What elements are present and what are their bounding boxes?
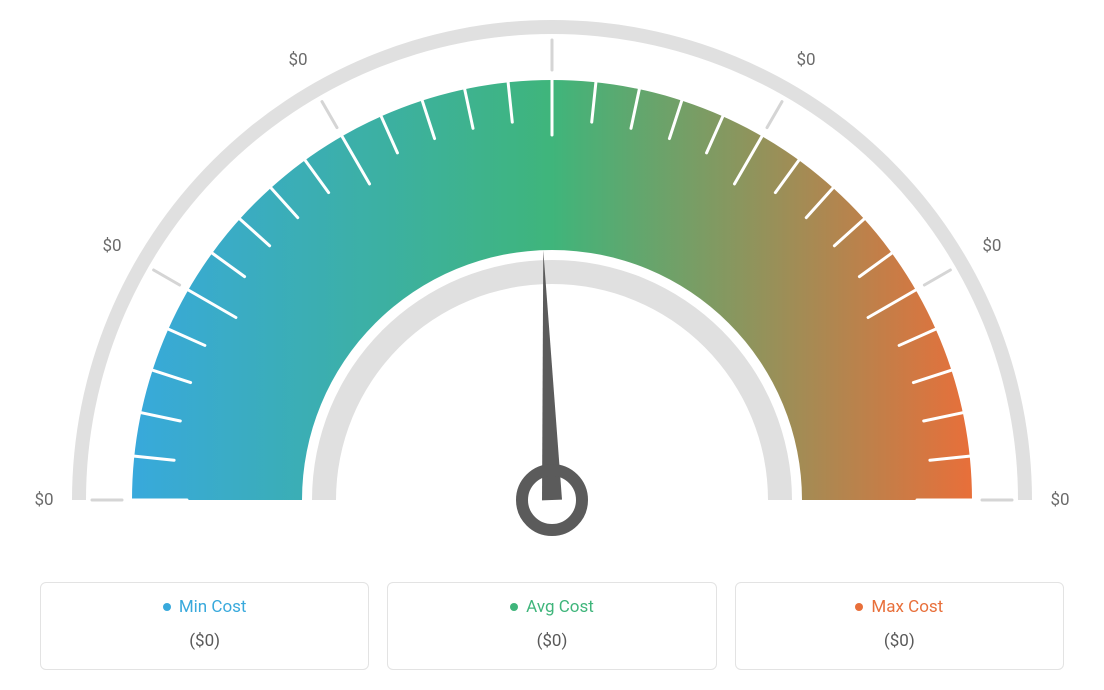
gauge-tick-label: $0 <box>34 490 53 510</box>
legend-card-avg: Avg Cost ($0) <box>387 582 716 670</box>
legend-card-min: Min Cost ($0) <box>40 582 369 670</box>
legend-card-max: Max Cost ($0) <box>735 582 1064 670</box>
gauge-tick-label: $0 <box>796 50 815 70</box>
legend-avg-label-row: Avg Cost <box>398 597 705 617</box>
legend-max-label: Max Cost <box>871 597 943 617</box>
legend-avg-label: Avg Cost <box>526 597 594 617</box>
gauge-svg <box>0 0 1104 560</box>
gauge-chart: $0 $0 $0 $0 $0 $0 $0 <box>0 0 1104 560</box>
dot-icon <box>163 603 171 611</box>
cost-gauge-container: $0 $0 $0 $0 $0 $0 $0 Min Cost ($0) Avg Cost ($… <box>0 0 1104 690</box>
gauge-tick-label: $0 <box>1050 490 1069 510</box>
dot-icon <box>855 603 863 611</box>
legend-min-label: Min Cost <box>179 597 247 617</box>
gauge-tick-label: $0 <box>542 0 561 2</box>
legend-min-label-row: Min Cost <box>51 597 358 617</box>
dot-icon <box>510 603 518 611</box>
legend-max-value: ($0) <box>746 631 1053 651</box>
gauge-tick-label: $0 <box>288 50 307 70</box>
gauge-tick-label: $0 <box>102 236 121 256</box>
legend-min-value: ($0) <box>51 631 358 651</box>
legend-max-label-row: Max Cost <box>746 597 1053 617</box>
legend-avg-value: ($0) <box>398 631 705 651</box>
gauge-tick-label: $0 <box>982 236 1001 256</box>
legend-row: Min Cost ($0) Avg Cost ($0) Max Cost ($0… <box>40 582 1064 670</box>
